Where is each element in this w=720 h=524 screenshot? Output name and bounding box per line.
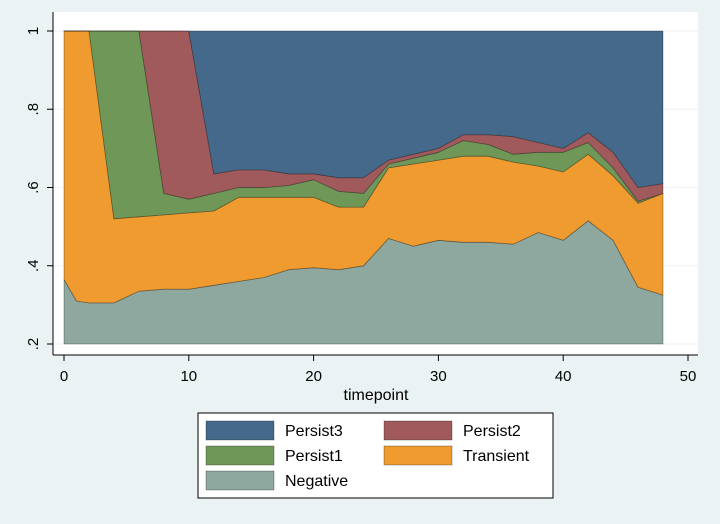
y-tick-label: .8 — [25, 103, 42, 116]
legend-swatch-persist1 — [205, 445, 275, 466]
x-tick-label: 20 — [305, 368, 322, 385]
legend-label-persist2: Persist2 — [463, 423, 521, 440]
legend-swatch-transient — [383, 445, 453, 466]
x-tick-label: 10 — [180, 368, 197, 385]
y-tick-label: .2 — [25, 338, 42, 351]
area-persist3 — [63, 30, 664, 188]
legend-swatch-negative — [205, 470, 275, 491]
legend-label-persist1: Persist1 — [285, 448, 343, 465]
legend-label-transient: Transient — [463, 448, 530, 465]
x-tick-label: 30 — [430, 368, 447, 385]
x-tick-label: 50 — [680, 368, 697, 385]
x-tick-label: 0 — [60, 368, 68, 385]
axes: .2.4.6.810 10 20 30 40 50 — [25, 12, 698, 385]
legend-label-negative: Negative — [285, 473, 348, 490]
x-axis-title: timepoint — [344, 387, 409, 404]
legend-swatch-persist3 — [205, 420, 275, 441]
y-tick-label: .6 — [25, 181, 42, 194]
area-series — [63, 30, 664, 345]
legend-label-persist3: Persist3 — [285, 423, 343, 440]
y-tick-label: .4 — [25, 260, 42, 273]
y-tick-label: 1 — [25, 27, 42, 35]
x-tick-label: 40 — [555, 368, 572, 385]
legend: Persist3 Persist2 Persist1 Transient Negati… — [197, 412, 554, 499]
legend-swatch-persist2 — [383, 420, 453, 441]
